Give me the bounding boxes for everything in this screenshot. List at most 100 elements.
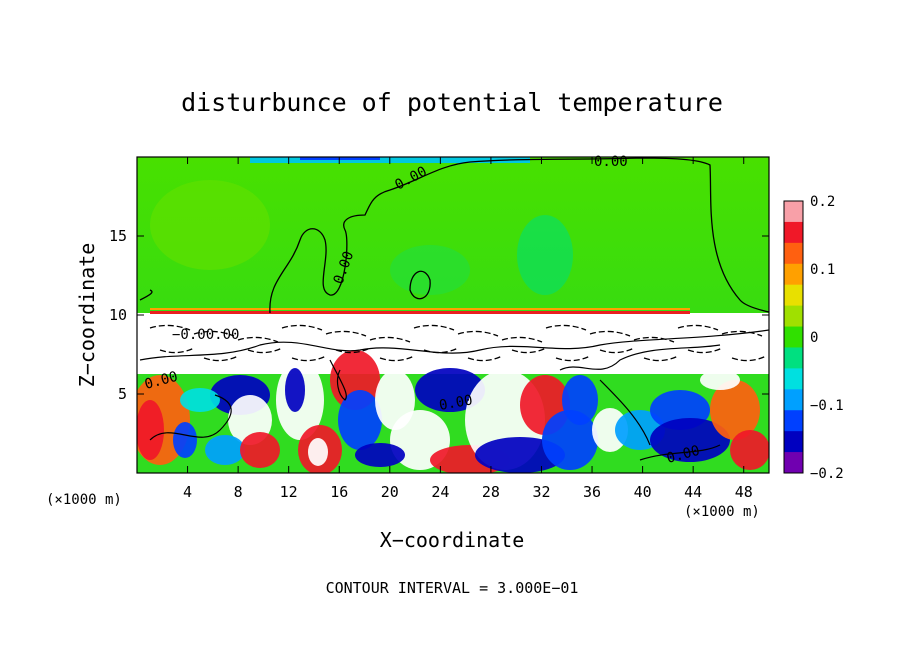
upper-edge bbox=[300, 157, 380, 160]
turbulence-blob bbox=[173, 422, 197, 458]
dashed-contour bbox=[413, 324, 455, 331]
x-unit-right: (×1000 m) bbox=[684, 504, 760, 520]
dashed-contour bbox=[589, 330, 631, 337]
x-axis-label: X−coordinate bbox=[380, 528, 525, 552]
turbulence-blob bbox=[355, 443, 405, 467]
dashed-contour bbox=[149, 324, 191, 331]
dashed-contour bbox=[731, 355, 767, 362]
turbulence-blob bbox=[205, 435, 245, 465]
dashed-contour bbox=[555, 355, 591, 362]
colorbar-tick-label: 0.2 bbox=[810, 194, 835, 210]
colorbar-swatch bbox=[784, 201, 803, 223]
colorbar-tick-label: −0.2 bbox=[810, 466, 844, 482]
x-tick-label: 32 bbox=[532, 483, 550, 501]
colorbar-swatch bbox=[784, 368, 803, 390]
turbulence-blob bbox=[338, 390, 382, 450]
y-axis-label: Z−coordinate bbox=[75, 243, 99, 388]
dashed-contour bbox=[159, 347, 195, 354]
turbulence-blob bbox=[650, 418, 730, 462]
zero-contour bbox=[139, 157, 769, 314]
x-tick-label: 24 bbox=[431, 483, 449, 501]
mixed-layer-white bbox=[137, 314, 769, 374]
colorbar-swatch bbox=[784, 263, 803, 286]
dashed-contour bbox=[423, 347, 459, 354]
colorbar-swatch bbox=[784, 431, 803, 453]
y-tick-label: 5 bbox=[118, 385, 127, 403]
colorbar-swatch bbox=[784, 305, 803, 328]
turbulence-blob bbox=[475, 437, 565, 473]
colorbar-swatch bbox=[784, 221, 803, 244]
inversion-orange-line bbox=[150, 308, 690, 310]
y-tick-label: 10 bbox=[109, 306, 127, 324]
chart-title: disturbunce of potential temperature bbox=[181, 88, 723, 117]
turbulence-blob bbox=[542, 410, 598, 470]
colorbar-frame bbox=[783, 200, 804, 474]
turbulence-blobs bbox=[137, 350, 769, 473]
dashed-contour bbox=[281, 324, 323, 331]
colorbar-tick-label: −0.1 bbox=[810, 398, 844, 414]
colorbar-swatch bbox=[784, 284, 803, 307]
colorbar-swatch bbox=[784, 452, 803, 474]
colorbar-swatch bbox=[784, 410, 803, 432]
colorbar: 0.2 0.1 0 −0.1 −0.2 bbox=[783, 194, 844, 482]
turbulence-blob bbox=[415, 368, 485, 412]
contour-label: −0.00.00 bbox=[172, 327, 239, 343]
colorbar-tick-label: 0.1 bbox=[810, 262, 835, 278]
x-tick-label: 36 bbox=[583, 483, 601, 501]
turbulence-blob bbox=[730, 430, 769, 470]
upper-field-patch bbox=[390, 245, 470, 295]
x-tick-label: 8 bbox=[234, 483, 243, 501]
x-tick-label: 20 bbox=[381, 483, 399, 501]
dashed-contour bbox=[545, 324, 587, 331]
dashed-contour bbox=[325, 330, 367, 337]
x-tick-label: 12 bbox=[280, 483, 298, 501]
x-tick-label: 28 bbox=[482, 483, 500, 501]
upper-field-patch bbox=[517, 215, 573, 295]
x-tick-label: 40 bbox=[634, 483, 652, 501]
dashed-contour bbox=[677, 324, 719, 331]
contour-interval: CONTOUR INTERVAL = 3.000E−01 bbox=[326, 579, 579, 597]
x-tick-label: 4 bbox=[183, 483, 192, 501]
turbulence-blob bbox=[700, 370, 740, 390]
colorbar-swatch bbox=[784, 242, 803, 265]
dashed-contour bbox=[247, 347, 283, 354]
turbulence-blob bbox=[562, 375, 598, 425]
dashed-contour bbox=[599, 347, 635, 354]
upper-field-patch bbox=[150, 180, 270, 270]
dashed-contour bbox=[457, 330, 499, 337]
dashed-contour bbox=[511, 347, 547, 354]
dashed-contour bbox=[291, 355, 327, 362]
dashed-contour bbox=[467, 355, 503, 362]
lower-contours bbox=[139, 329, 769, 461]
turbulence-blob bbox=[592, 408, 628, 452]
x-tick-label: 44 bbox=[684, 483, 702, 501]
colorbar-tick-label: 0 bbox=[810, 330, 818, 346]
turbulence-blob bbox=[710, 380, 760, 440]
dashed-contour bbox=[501, 336, 543, 343]
turbulence-blob bbox=[285, 368, 305, 412]
plot-area bbox=[137, 157, 769, 473]
dashed-contour bbox=[203, 355, 239, 362]
turbulence-blob bbox=[180, 388, 220, 412]
dashed-contour bbox=[643, 355, 679, 362]
turbulence-blob bbox=[308, 438, 328, 466]
turbulence-blob bbox=[137, 400, 164, 460]
y-tick-label: 15 bbox=[109, 227, 127, 245]
x-tick-label: 16 bbox=[330, 483, 348, 501]
dashed-contour bbox=[633, 336, 675, 343]
colorbar-swatch bbox=[784, 347, 803, 369]
contour-label: 0.00 bbox=[594, 154, 628, 170]
inversion-red-line bbox=[150, 311, 690, 314]
x-tick-label: 48 bbox=[735, 483, 753, 501]
dashed-contour bbox=[193, 330, 235, 337]
dashed-contour bbox=[687, 347, 723, 354]
colorbar-swatch bbox=[784, 389, 803, 411]
contour-label: 0.00 bbox=[438, 392, 474, 414]
y-axis: 5 10 15 bbox=[109, 227, 769, 403]
dashed-contour bbox=[721, 330, 763, 337]
dashed-contour bbox=[369, 336, 411, 343]
x-unit-left: (×1000 m) bbox=[46, 492, 122, 508]
x-axis: 4 8 12 16 20 24 28 32 36 40 44 48 bbox=[183, 157, 753, 501]
colorbar-swatch bbox=[784, 326, 803, 348]
